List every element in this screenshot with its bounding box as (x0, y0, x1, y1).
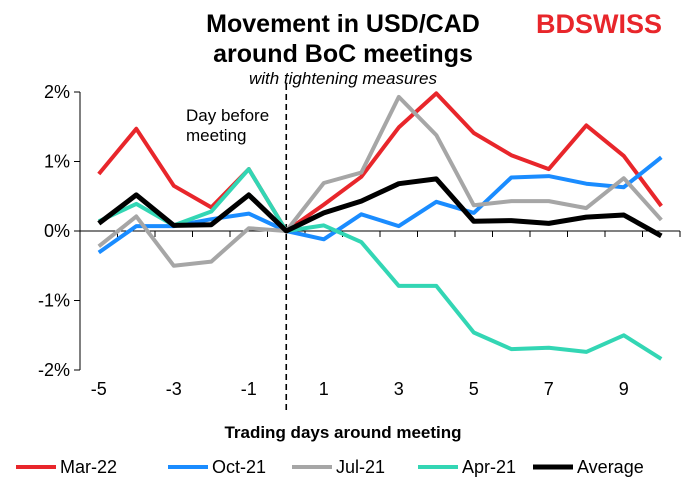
legend-label-mar-22: Mar-22 (60, 457, 117, 477)
legend: Mar-22 Oct-21 Jul-21 Apr-21 Average (16, 457, 644, 477)
y-tick-label: -2% (38, 360, 70, 380)
x-tick-label: -1 (241, 379, 257, 399)
y-tick-label: -1% (38, 291, 70, 311)
legend-label-apr-21: Apr-21 (462, 457, 516, 477)
chart-title-line2: around BoC meetings (213, 40, 473, 68)
chart-title-line1: Movement in USD/CAD (206, 10, 480, 38)
logo-text-swiss: SWISS (575, 9, 662, 39)
legend-label-average: Average (577, 457, 644, 477)
brand-logo: BDSWISS (536, 9, 662, 39)
chart-subtitle: with tightening measures (249, 69, 438, 88)
x-tick-label: 1 (319, 379, 329, 399)
series-line-mar-22 (97, 91, 663, 233)
y-tick-label: 0% (44, 221, 70, 241)
x-tick-label: 3 (394, 379, 404, 399)
legend-label-oct-21: Oct-21 (212, 457, 266, 477)
x-tick-label: 9 (619, 379, 629, 399)
x-tick-label: 7 (544, 379, 554, 399)
x-tick-label: 5 (469, 379, 479, 399)
annotation-line2: meeting (186, 126, 246, 145)
legend-label-jul-21: Jul-21 (336, 457, 385, 477)
y-tick-label: 1% (44, 152, 70, 172)
series-line-apr-21 (97, 167, 663, 361)
svg-text:BDSWISS: BDSWISS (536, 9, 662, 39)
y-tick-label: 2% (44, 82, 70, 102)
series-line-jul-21 (97, 94, 663, 268)
plot-area: -2% -1% 0% 1% 2% -5 -3 -1 1 3 5 7 9 (38, 82, 681, 410)
logo-text-bd: BD (536, 9, 575, 39)
x-tick-label: -3 (166, 379, 182, 399)
x-tick-label: -5 (91, 379, 107, 399)
annotation-line1: Day before (186, 106, 269, 125)
series-line-average (97, 176, 663, 239)
x-axis-label: Trading days around meeting (224, 423, 461, 442)
